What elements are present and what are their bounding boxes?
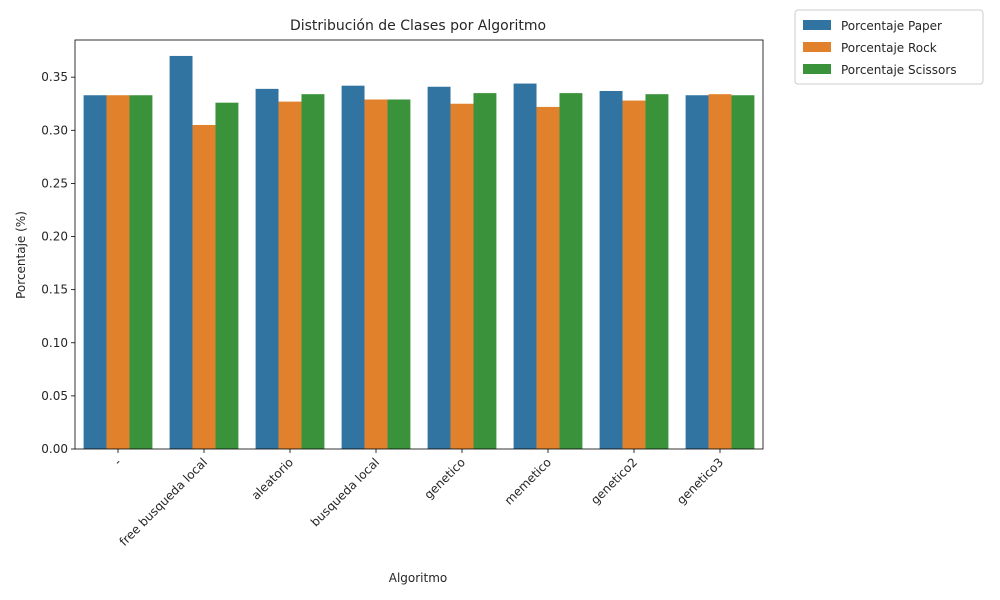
y-tick-label: 0.10 [41,336,68,350]
bar [731,95,755,450]
plot-area: 0.00 0.05 0.10 0.15 0.20 0.25 0.30 0.35 -free bu… [41,39,764,549]
x-tick-label: genetico [421,455,468,502]
bar [559,93,583,450]
bar [536,106,560,450]
bar [622,100,646,450]
legend-label: Porcentaje Rock [841,41,937,55]
x-tick-label: genetico3 [674,455,726,507]
bar [192,124,216,450]
bar [599,90,623,450]
x-tick-label: - [111,455,124,468]
bar [645,94,669,450]
bar [129,95,153,450]
bar [364,99,388,450]
bar [427,86,451,450]
x-tick-label: free busqueda local [117,455,211,549]
bar [513,83,537,449]
y-tick-label: 0.00 [41,442,68,456]
y-tick-label: 0.30 [41,123,68,137]
bar [685,95,709,450]
x-tick-label: genetico2 [588,455,640,507]
legend-swatch [803,42,831,52]
bar [215,102,239,450]
bar [341,85,365,450]
bar [83,95,107,450]
bar [255,88,279,450]
y-tick-label: 0.25 [41,176,68,190]
bar [106,95,130,450]
bar [450,103,474,450]
legend-frame [794,9,984,85]
bar [387,99,411,450]
y-tick-label: 0.35 [41,70,68,84]
y-tick-label: 0.15 [41,283,68,297]
bar [169,55,193,449]
chart-title: Distribución de Clases por Algoritmo [290,18,546,34]
legend-swatch [803,20,831,30]
y-tick-label: 0.20 [41,230,68,244]
legend-label: Porcentaje Scissors [841,63,957,77]
x-axis-label: Algoritmo [389,571,448,585]
legend-swatch [803,64,831,74]
x-tick-label: busqueda local [308,455,382,529]
y-axis-label: Porcentaje (%) [14,211,28,299]
y-tick-label: 0.05 [41,389,68,403]
legend-label: Porcentaje Paper [841,19,942,33]
x-tick-label: memetico [502,455,554,507]
plot-frame [74,39,764,450]
bar [708,94,732,450]
legend: Porcentaje Paper Porcentaje Rock Porcentaj… [794,9,984,85]
bar [278,101,302,450]
x-tick-label: aleatorio [249,455,296,502]
bar [473,93,497,450]
bar [301,94,325,450]
